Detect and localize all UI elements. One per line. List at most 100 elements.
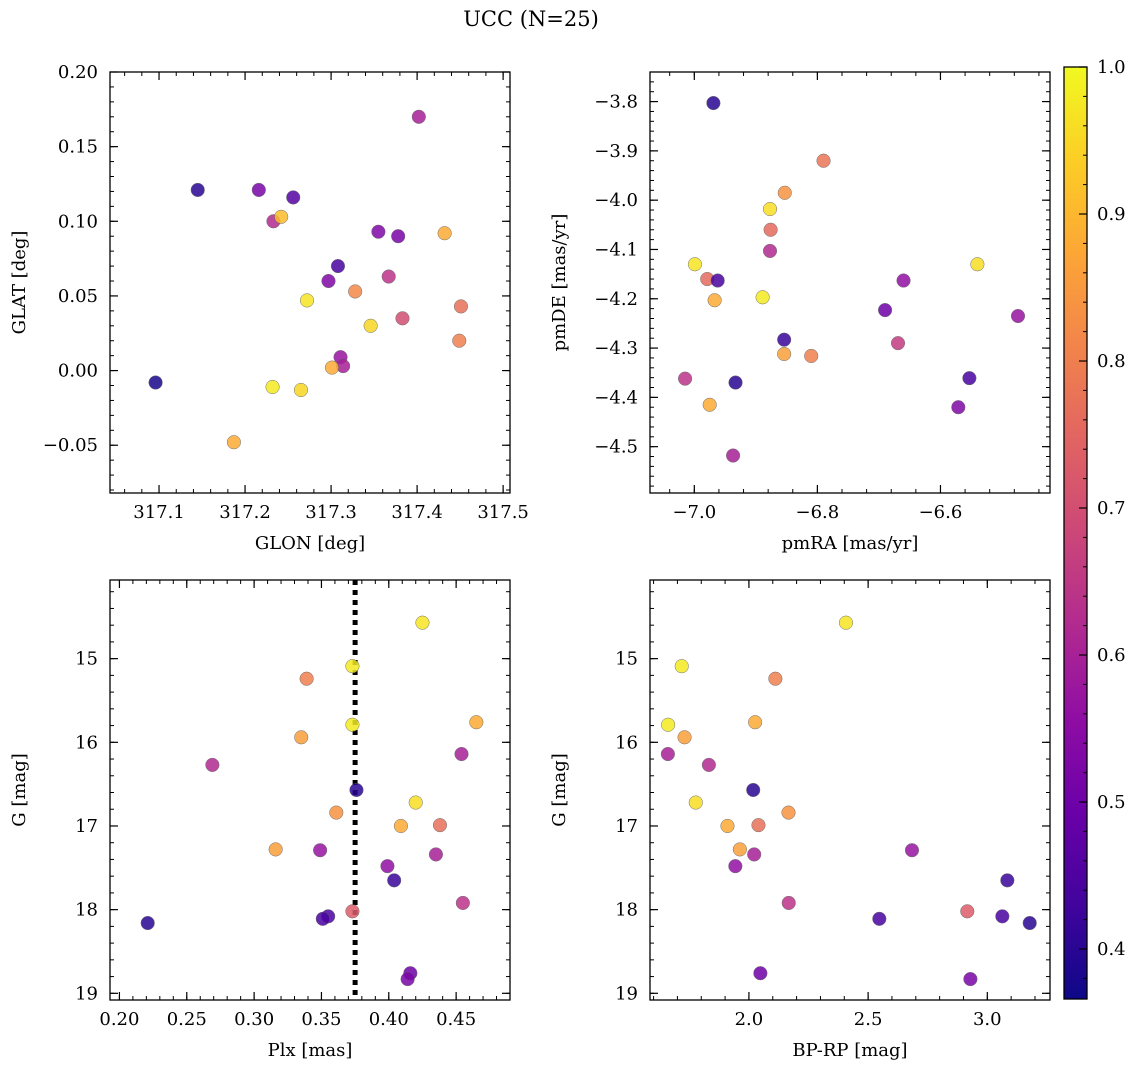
colorbar-tick-label: 0.8 [1097, 351, 1126, 372]
panel-pm: −7.0 −6.8 −6.6 −4.5 −4.4 −4.3 −4.2 −4.1 −4.0 −3.9… [549, 71, 1051, 554]
scatter-points [660, 615, 1037, 987]
scatter-point [781, 805, 796, 820]
y-tick-label: 18 [615, 900, 638, 921]
scatter-point [321, 273, 336, 289]
x-tick-label: −7.0 [672, 502, 716, 523]
scatter-point [951, 400, 966, 415]
y-axis-label: GLAT [deg] [9, 231, 30, 335]
scatter-point [268, 842, 283, 857]
scatter-point [226, 435, 241, 450]
scatter-point [678, 371, 693, 386]
scatter-point [726, 448, 741, 463]
colorbar: 0.4 0.5 0.6 0.7 0.8 0.9 1.0 [1063, 57, 1126, 1000]
scatter-point [408, 795, 423, 810]
x-tick-label: 317.3 [305, 502, 357, 523]
scatter-point [660, 746, 675, 762]
scatter-point [995, 909, 1010, 924]
scatter-point [329, 805, 344, 820]
figure-title: UCC (N=25) [463, 7, 599, 31]
x-axis-label: pmRA [mas/yr] [782, 533, 919, 554]
scatter-point [455, 895, 470, 910]
scatter-point [746, 782, 761, 798]
scatter-point [904, 843, 920, 858]
scatter-point [878, 303, 893, 318]
x-tick-label: 0.25 [167, 1009, 207, 1030]
y-tick-label: 19 [75, 983, 98, 1004]
x-tick-label: 0.20 [99, 1009, 139, 1030]
scatter-point [763, 222, 778, 237]
colorbar-tick-label: 0.6 [1097, 645, 1126, 666]
scatter-point [411, 109, 426, 124]
scatter-point [437, 226, 452, 241]
scatter-point [1010, 308, 1026, 324]
y-axis-label: pmDE [mas/yr] [549, 214, 570, 352]
scatter-point [324, 360, 339, 375]
colorbar-frame [1063, 66, 1088, 1000]
scatter-point [393, 818, 408, 834]
scatter-point [688, 795, 703, 810]
x-tick-label: 0.30 [234, 1009, 274, 1030]
scatter-point [380, 859, 395, 874]
scatter-point [890, 336, 906, 351]
y-tick-label: 0.00 [58, 361, 98, 382]
scatter-point [400, 972, 415, 987]
scatter-point [751, 818, 766, 833]
colorbar-tick-label: 0.4 [1097, 939, 1126, 960]
scatter-point [661, 717, 676, 732]
scatter-point [345, 717, 360, 732]
scatter-point [970, 257, 985, 272]
x-tick-label: −6.8 [796, 502, 840, 523]
axes-frame [649, 71, 1051, 494]
panel-plx-g: 0.20 0.25 0.30 0.35 0.40 0.45 15 16 17 18 19 Plx [m… [9, 579, 511, 1061]
scatter-point [190, 182, 205, 197]
y-tick-label: −3.8 [594, 92, 638, 113]
scatter-point [963, 972, 978, 987]
scatter-point [707, 293, 722, 308]
scatter-point [454, 746, 469, 762]
scatter-point [1000, 873, 1015, 888]
scatter-point [140, 915, 155, 931]
scatter-point [728, 859, 743, 874]
axes-frame [109, 71, 511, 494]
colorbar-gradient [1064, 67, 1087, 999]
y-tick-label: −4.1 [594, 239, 638, 260]
y-tick-label: −4.2 [594, 289, 638, 310]
scatter-point [452, 333, 467, 348]
y-tick-label: 16 [75, 732, 98, 753]
scatter-points [140, 615, 484, 987]
scatter-point [777, 185, 792, 200]
scatter-point [299, 293, 315, 308]
y-tick-label: 0.20 [58, 62, 98, 83]
y-tick-label: −0.05 [43, 435, 98, 456]
y-tick-label: 15 [75, 649, 98, 670]
scatter-point [315, 911, 330, 926]
x-axis-label: Plx [mas] [268, 1040, 353, 1061]
scatter-point [371, 224, 386, 239]
y-tick-label: −4.3 [594, 338, 638, 359]
y-tick-label: 15 [615, 649, 638, 670]
y-tick-label: 16 [615, 732, 638, 753]
plot-area [110, 580, 510, 1000]
x-tick-label: 0.40 [369, 1009, 409, 1030]
y-tick-label: 19 [615, 983, 638, 1004]
scatter-point [748, 715, 763, 730]
scatter-point [313, 843, 328, 858]
x-axis-label: GLON [deg] [255, 533, 365, 554]
scatter-point [293, 382, 309, 398]
scatter-point [706, 96, 721, 111]
scatter-point [469, 715, 484, 730]
x-tick-label: 317.1 [133, 502, 185, 523]
y-tick-label: 18 [75, 900, 98, 921]
scatter-point [330, 259, 346, 274]
scatter-point [1022, 915, 1037, 931]
scatter-point [762, 243, 778, 258]
scatter-point [395, 311, 410, 326]
scatter-point [816, 153, 831, 168]
scatter-point [453, 299, 469, 314]
scatter-point [363, 318, 378, 333]
plot-area [110, 72, 510, 493]
scatter-point [702, 397, 717, 412]
x-tick-label: −6.6 [919, 502, 963, 523]
scatter-point [732, 842, 747, 857]
